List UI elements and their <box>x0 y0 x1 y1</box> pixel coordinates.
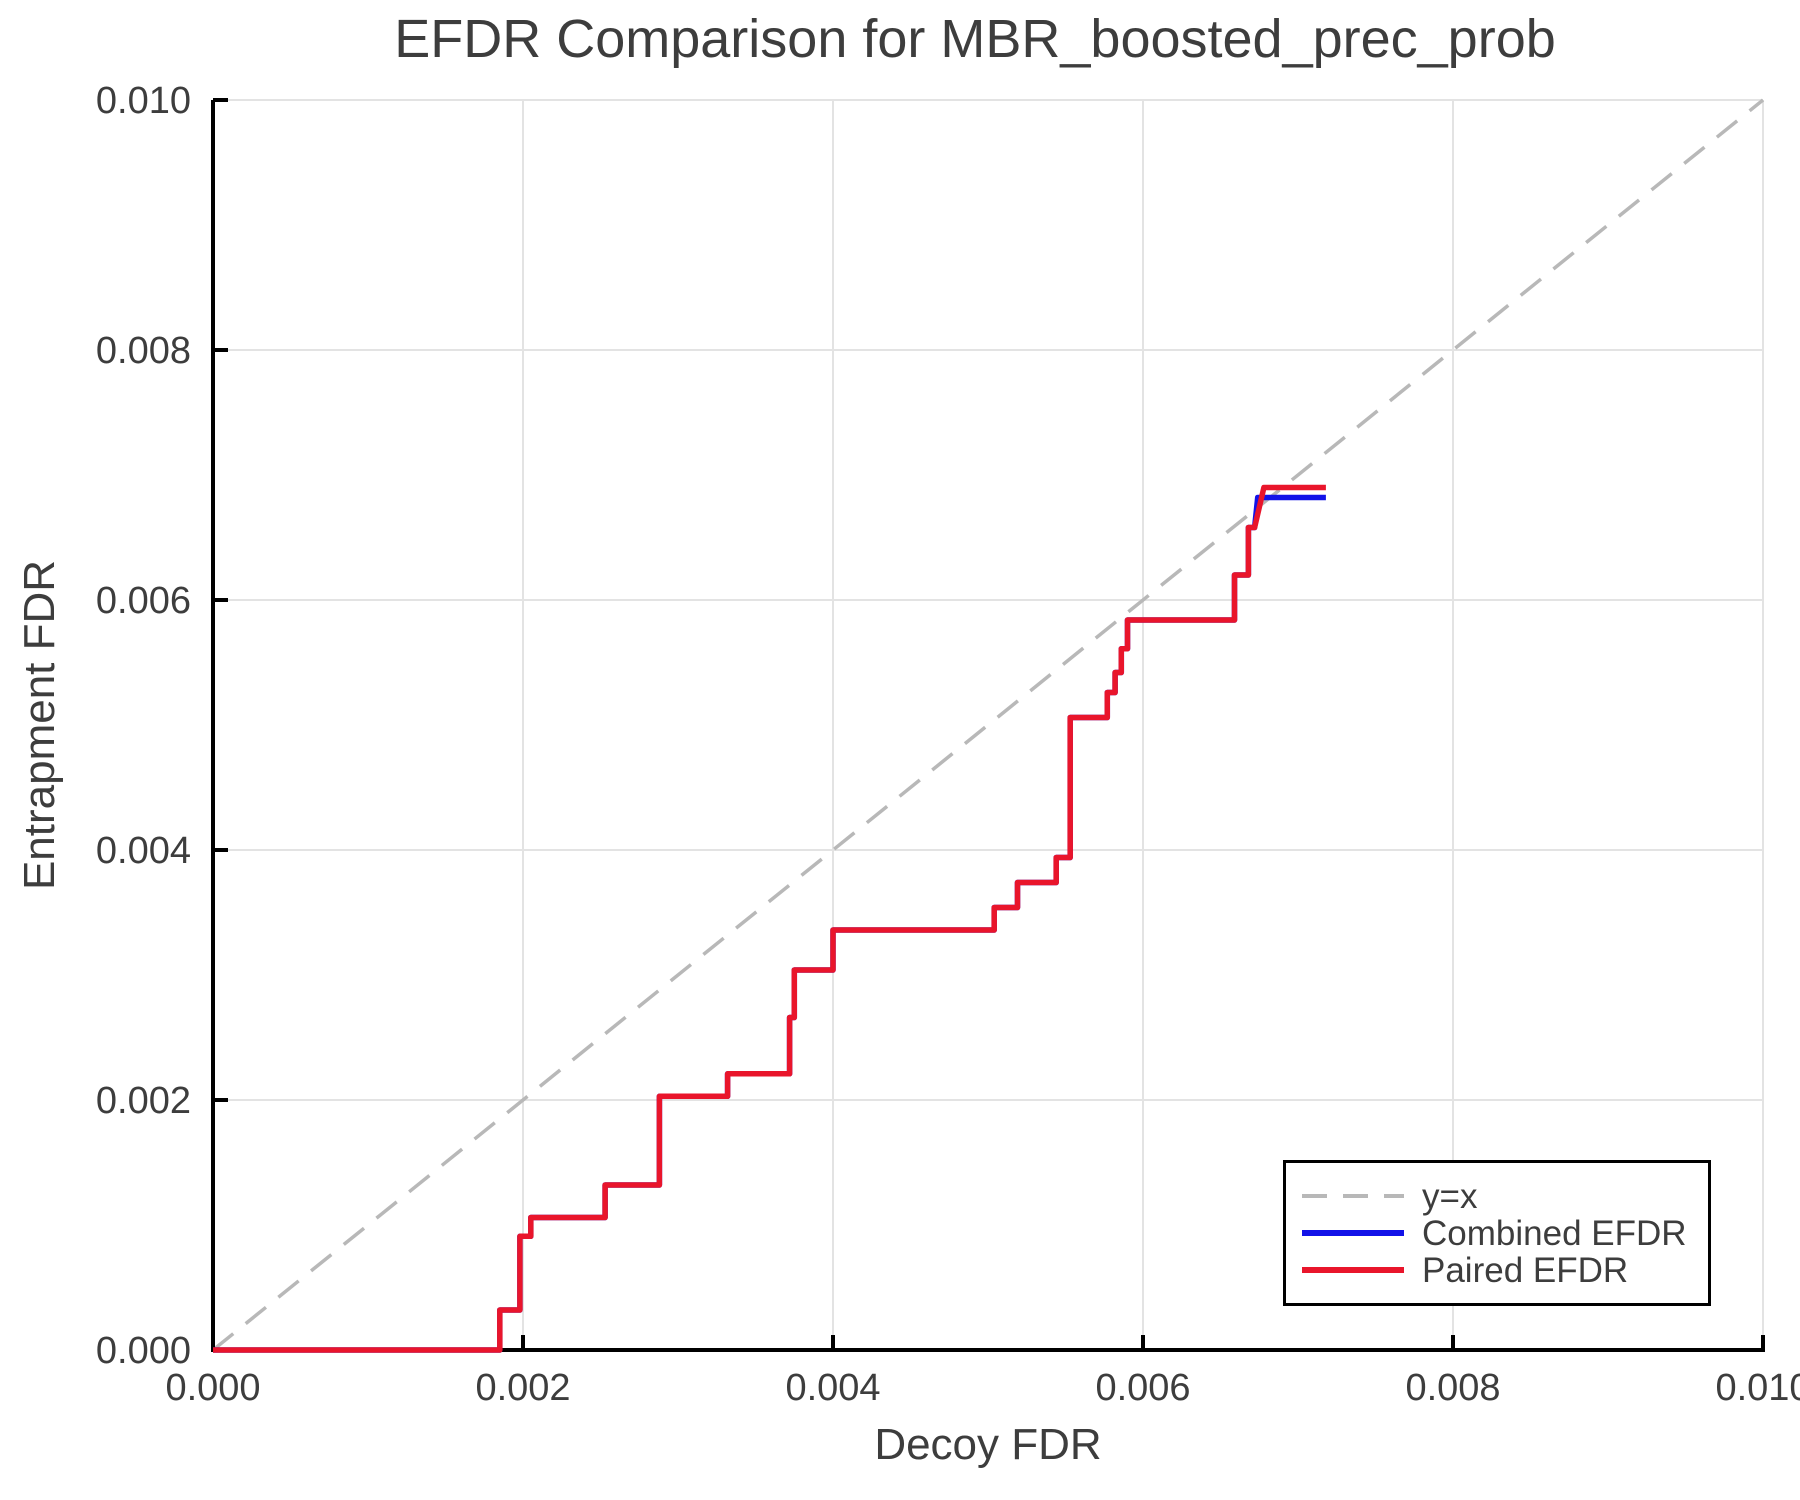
y-tick-label: 0.006 <box>96 580 191 622</box>
paired-efdr-line <box>213 484 1326 1353</box>
yx-dashed-line <box>211 98 1765 1352</box>
legend-sample-combined-line <box>1302 1230 1404 1236</box>
x-tick-label: 0.000 <box>165 1367 260 1409</box>
reference-line-yx <box>211 98 1765 1352</box>
tick-labels: 0.000 0.002 0.004 0.006 0.008 0.010 0.000 0.002… <box>96 80 1800 1409</box>
legend-sample-paired-line <box>1302 1267 1404 1273</box>
y-tick-label: 0.000 <box>96 1330 191 1372</box>
y-axis-title: Entrapment FDR <box>15 559 64 891</box>
x-tick-label: 0.008 <box>1405 1367 1500 1409</box>
y-tick-label: 0.002 <box>96 1080 191 1122</box>
x-axis-title: Decoy FDR <box>874 1420 1102 1469</box>
legend-label-combined: Combined EFDR <box>1422 1213 1687 1253</box>
y-tick-label: 0.010 <box>96 80 191 122</box>
x-tick-label: 0.006 <box>1095 1367 1190 1409</box>
legend-row-reference: y=x <box>1286 1178 1708 1215</box>
legend-sample-dashed-line <box>1302 1194 1404 1198</box>
legend-label-reference: y=x <box>1422 1176 1478 1216</box>
legend-row-paired: Paired EFDR <box>1286 1252 1708 1289</box>
combined-efdr-line <box>213 494 1326 1353</box>
y-tick-label: 0.008 <box>96 330 191 372</box>
legend-label-paired: Paired EFDR <box>1422 1250 1629 1290</box>
x-tick-label: 0.002 <box>475 1367 570 1409</box>
y-tick-label: 0.004 <box>96 830 191 872</box>
x-tick-label: 0.010 <box>1715 1367 1800 1409</box>
legend: y=x Combined EFDR Paired EFDR <box>1283 1160 1711 1306</box>
data-series <box>213 484 1326 1353</box>
legend-row-combined: Combined EFDR <box>1286 1215 1708 1252</box>
x-tick-label: 0.004 <box>785 1367 880 1409</box>
chart-title: EFDR Comparison for MBR_boosted_prec_pro… <box>394 9 1556 69</box>
